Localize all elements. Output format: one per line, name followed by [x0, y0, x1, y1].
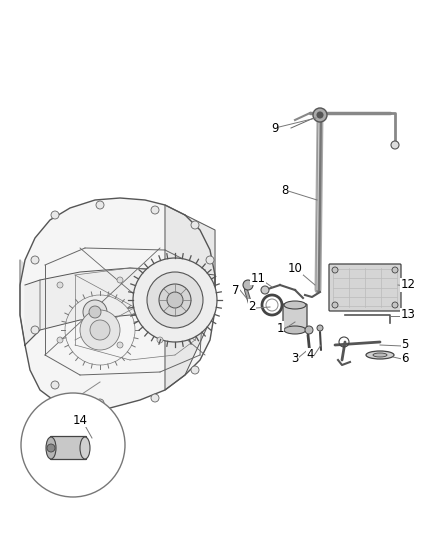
Text: 9: 9	[271, 122, 279, 134]
Polygon shape	[25, 268, 215, 345]
Circle shape	[313, 108, 327, 122]
Circle shape	[83, 300, 107, 324]
Circle shape	[90, 320, 110, 340]
Circle shape	[51, 211, 59, 219]
Polygon shape	[165, 205, 215, 390]
Circle shape	[332, 267, 338, 273]
Circle shape	[391, 141, 399, 149]
Circle shape	[117, 277, 123, 283]
Circle shape	[392, 302, 398, 308]
Text: 13: 13	[401, 309, 415, 321]
Circle shape	[243, 280, 253, 290]
Circle shape	[89, 306, 101, 318]
Circle shape	[147, 272, 203, 328]
Circle shape	[167, 292, 183, 308]
Text: 11: 11	[251, 271, 265, 285]
Circle shape	[117, 342, 123, 348]
Text: 10: 10	[288, 262, 302, 274]
Circle shape	[151, 394, 159, 402]
Circle shape	[332, 302, 338, 308]
Circle shape	[191, 221, 199, 229]
Circle shape	[133, 258, 217, 342]
Circle shape	[47, 444, 55, 452]
Text: 4: 4	[306, 349, 314, 361]
Circle shape	[157, 282, 163, 288]
Circle shape	[317, 325, 323, 331]
Circle shape	[57, 337, 63, 343]
Text: 14: 14	[73, 414, 88, 426]
Ellipse shape	[284, 326, 306, 334]
Text: 3: 3	[291, 351, 299, 365]
Circle shape	[51, 381, 59, 389]
Ellipse shape	[373, 353, 387, 357]
Ellipse shape	[80, 437, 90, 459]
Text: 6: 6	[401, 351, 409, 365]
Circle shape	[157, 337, 163, 343]
Circle shape	[151, 206, 159, 214]
Text: 7: 7	[232, 284, 240, 296]
FancyBboxPatch shape	[329, 264, 401, 311]
Circle shape	[96, 201, 104, 209]
Circle shape	[31, 256, 39, 264]
Circle shape	[206, 256, 214, 264]
Circle shape	[191, 366, 199, 374]
Text: 5: 5	[401, 338, 409, 351]
Circle shape	[96, 399, 104, 407]
FancyBboxPatch shape	[283, 304, 307, 331]
Circle shape	[80, 310, 120, 350]
Text: 8: 8	[281, 183, 289, 197]
Circle shape	[261, 286, 269, 294]
Circle shape	[317, 112, 323, 118]
Ellipse shape	[284, 301, 306, 309]
FancyBboxPatch shape	[50, 437, 86, 459]
Circle shape	[31, 326, 39, 334]
Ellipse shape	[46, 437, 56, 459]
Circle shape	[206, 306, 214, 314]
Circle shape	[57, 282, 63, 288]
Polygon shape	[20, 260, 40, 345]
Text: 12: 12	[400, 279, 416, 292]
Text: 1: 1	[276, 321, 284, 335]
Circle shape	[305, 326, 313, 334]
Circle shape	[392, 267, 398, 273]
Circle shape	[21, 393, 125, 497]
Polygon shape	[20, 198, 215, 410]
Circle shape	[159, 284, 191, 316]
Text: 2: 2	[248, 300, 256, 312]
Ellipse shape	[366, 351, 394, 359]
